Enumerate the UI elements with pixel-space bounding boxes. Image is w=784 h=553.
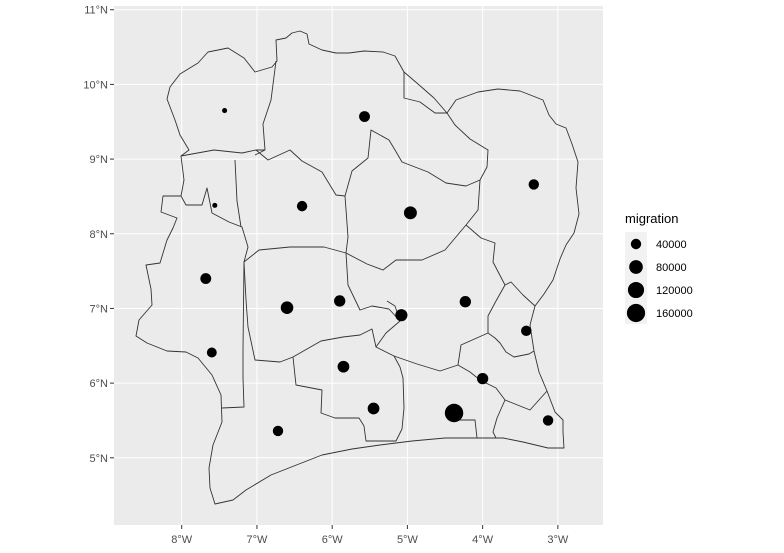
- migration-point: [212, 202, 218, 208]
- migration-point: [528, 179, 539, 190]
- boundary-line: [454, 419, 478, 439]
- migration-point: [521, 325, 532, 337]
- migration-point: [403, 206, 417, 220]
- y-tick-label: 10°N: [83, 79, 108, 91]
- migration-point: [367, 402, 380, 415]
- legend-label: 160000: [656, 308, 693, 320]
- y-tick-label: 6°N: [90, 378, 109, 390]
- legend-key-circle: [626, 303, 646, 323]
- panel-background: [114, 6, 603, 525]
- boundary-line: [504, 390, 548, 411]
- x-tick-label: 5°W: [397, 534, 419, 546]
- migration-point: [444, 403, 464, 423]
- legend-key-circle: [627, 281, 645, 299]
- legend-key-circle: [629, 260, 643, 274]
- legend-label: 40000: [656, 239, 687, 251]
- boundary-line: [254, 60, 277, 156]
- boundary-line: [255, 112, 489, 197]
- boundary-line: [345, 252, 401, 322]
- boundary-line: [465, 224, 536, 307]
- migration-point: [206, 347, 217, 358]
- boundary-line: [180, 187, 349, 263]
- boundary-line: [403, 72, 447, 114]
- x-tick-label: 6°W: [322, 534, 344, 546]
- boundary-line: [345, 179, 481, 271]
- migration-point: [459, 296, 471, 308]
- migration-point: [200, 273, 212, 285]
- size-legend: migration 40000 80000 120000 160000: [625, 211, 693, 324]
- y-tick-label: 9°N: [90, 154, 109, 166]
- boundary-line: [457, 364, 506, 439]
- x-tick-label: 7°W: [246, 534, 268, 546]
- boundary-line: [375, 284, 506, 372]
- x-axis-ticks: 8°W 7°W 6°W 5°W 4°W 3°W: [171, 525, 569, 546]
- migration-point: [296, 200, 308, 212]
- x-tick-label: 4°W: [472, 534, 494, 546]
- legend-title: migration: [625, 211, 678, 226]
- migration-point: [280, 301, 294, 314]
- legend-key-circle: [630, 238, 642, 250]
- y-tick-label: 11°N: [84, 5, 108, 17]
- y-tick-label: 5°N: [90, 453, 109, 465]
- legend-label: 80000: [656, 262, 687, 274]
- y-tick-label: 7°N: [90, 303, 109, 315]
- x-tick-label: 8°W: [171, 534, 193, 546]
- migration-point: [476, 372, 489, 385]
- legend-label: 120000: [656, 285, 693, 297]
- boundary-line: [292, 355, 405, 442]
- legend-items: 40000 80000 120000 160000: [626, 238, 693, 323]
- region-boundaries: [135, 30, 580, 505]
- legend-key-background: [625, 232, 647, 324]
- x-tick-label: 3°W: [547, 534, 569, 546]
- y-axis-ticks: 5°N 6°N 7°N 8°N 9°N 10°N 11°N: [83, 5, 114, 465]
- y-tick-label: 8°N: [90, 229, 109, 241]
- migration-points: [200, 108, 554, 437]
- migration-point: [337, 360, 350, 373]
- boundary-line: [234, 159, 242, 228]
- migration-point: [222, 108, 228, 114]
- migration-point: [395, 309, 408, 322]
- migration-point: [272, 425, 284, 437]
- boundary-line: [221, 261, 245, 409]
- migration-point: [334, 295, 346, 307]
- migration-point: [542, 415, 554, 426]
- migration-point: [359, 111, 370, 122]
- boundary-line: [180, 149, 265, 157]
- boundary-line: [487, 332, 535, 358]
- country-outline: [135, 30, 580, 505]
